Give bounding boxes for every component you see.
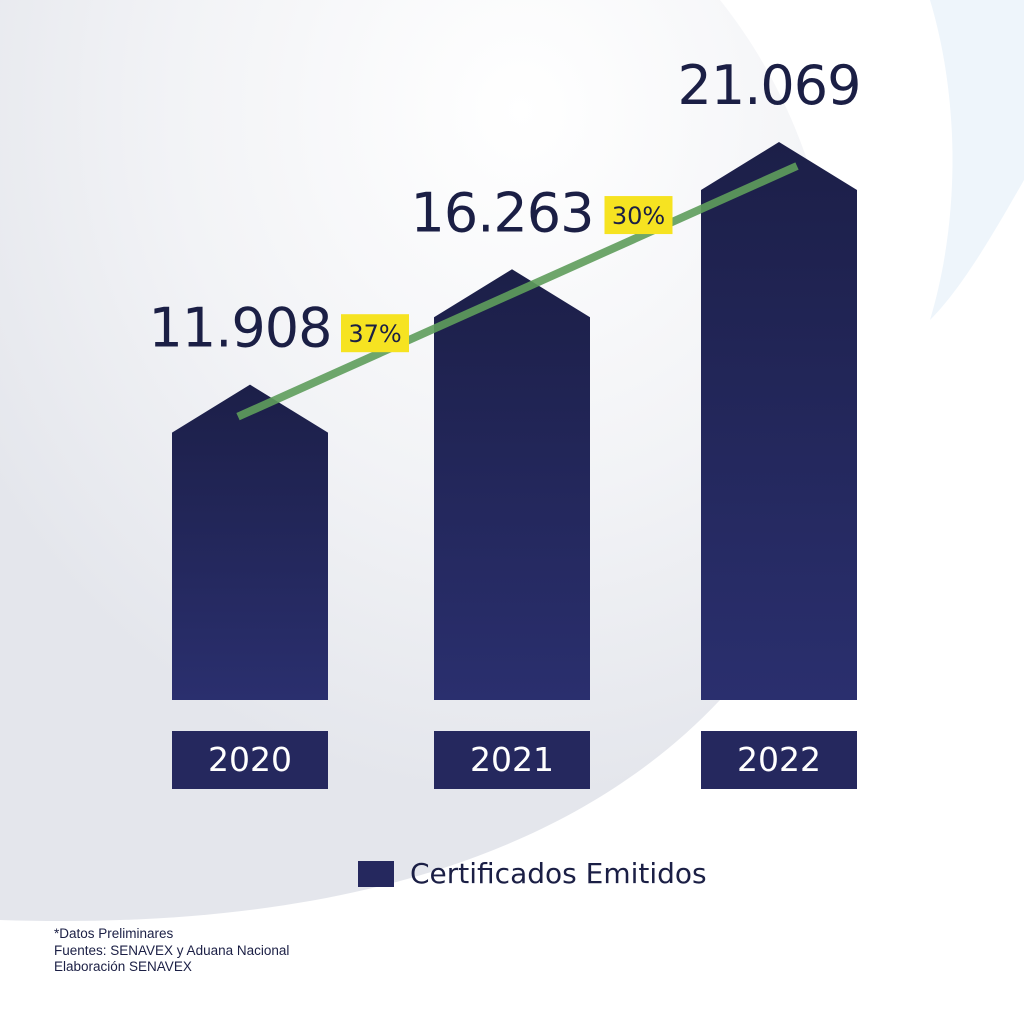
year-label-2022: 2022 — [737, 740, 821, 779]
bar-2020 — [172, 384, 328, 700]
note-preliminary: *Datos Preliminares — [54, 926, 174, 941]
year-box-2022 — [701, 731, 857, 789]
footnotes: *Datos Preliminares Fuentes: SENAVEX y A… — [54, 926, 289, 976]
legend: Certificados Emitidos — [358, 857, 707, 890]
note-author: Elaboración SENAVEX — [54, 959, 192, 974]
value-label-2022: 21.069 — [678, 54, 861, 117]
year-label-2020: 2020 — [208, 740, 292, 779]
year-label-2021: 2021 — [470, 740, 554, 779]
bar-2021 — [434, 269, 590, 700]
year-box-2021 — [434, 731, 590, 789]
growth-label-1: 37% — [348, 320, 401, 348]
bar-2022 — [701, 142, 857, 700]
growth-label-2: 30% — [612, 202, 665, 230]
value-label-2021: 16.263 — [411, 181, 594, 244]
year-box-2020 — [172, 731, 328, 789]
trend-line — [236, 162, 799, 421]
growth-badge-2 — [604, 196, 673, 235]
legend-swatch — [358, 860, 394, 887]
growth-badge-1 — [341, 314, 409, 353]
legend-label: Certificados Emitidos — [410, 857, 707, 890]
value-label-2020: 11.908 — [149, 297, 332, 360]
note-sources: Fuentes: SENAVEX y Aduana Nacional — [54, 942, 290, 958]
